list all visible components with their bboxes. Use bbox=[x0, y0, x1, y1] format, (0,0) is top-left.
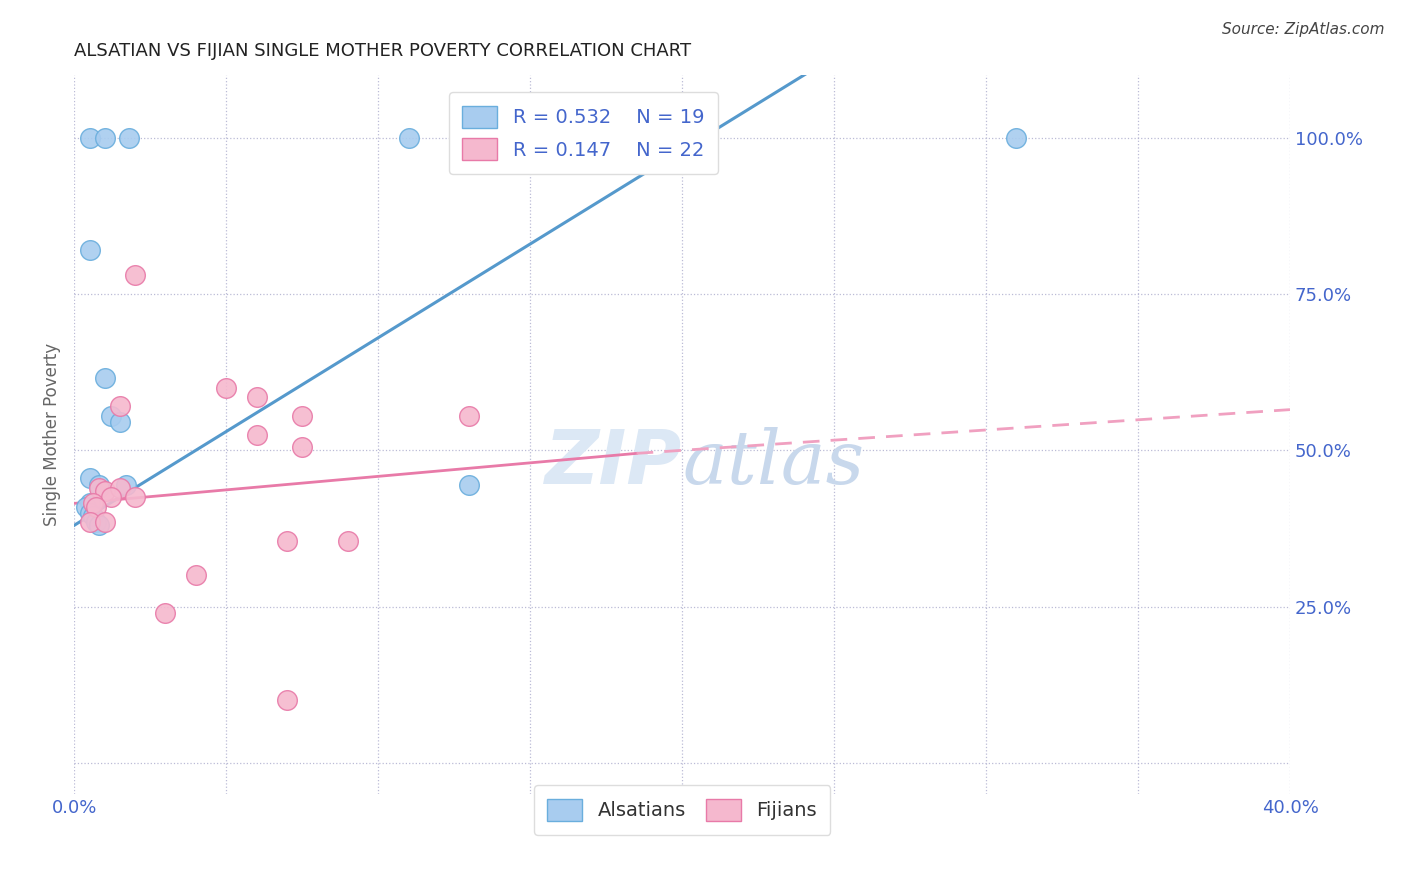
Point bbox=[276, 533, 298, 548]
Point bbox=[458, 477, 481, 491]
Point bbox=[108, 415, 131, 429]
Point bbox=[93, 130, 115, 145]
Point bbox=[336, 533, 359, 548]
Point bbox=[1005, 130, 1028, 145]
Point bbox=[87, 518, 110, 533]
Point bbox=[84, 515, 107, 529]
Point bbox=[458, 409, 481, 423]
Point bbox=[100, 409, 122, 423]
Point bbox=[108, 481, 131, 495]
Point bbox=[155, 606, 177, 620]
Point bbox=[291, 409, 314, 423]
Legend: Alsatians, Fijians: Alsatians, Fijians bbox=[534, 785, 831, 835]
Point bbox=[93, 483, 115, 498]
Point bbox=[79, 496, 101, 510]
Point bbox=[215, 381, 238, 395]
Y-axis label: Single Mother Poverty: Single Mother Poverty bbox=[44, 343, 60, 526]
Point bbox=[82, 508, 104, 523]
Point bbox=[124, 490, 146, 504]
Point bbox=[118, 130, 141, 145]
Text: Source: ZipAtlas.com: Source: ZipAtlas.com bbox=[1222, 22, 1385, 37]
Point bbox=[100, 490, 122, 504]
Point bbox=[246, 390, 269, 404]
Point bbox=[76, 500, 98, 514]
Text: ZIP: ZIP bbox=[546, 427, 682, 500]
Point bbox=[87, 481, 110, 495]
Point bbox=[93, 371, 115, 385]
Point bbox=[108, 400, 131, 414]
Point bbox=[79, 130, 101, 145]
Point bbox=[276, 693, 298, 707]
Point bbox=[87, 477, 110, 491]
Point bbox=[291, 440, 314, 454]
Text: ALSATIAN VS FIJIAN SINGLE MOTHER POVERTY CORRELATION CHART: ALSATIAN VS FIJIAN SINGLE MOTHER POVERTY… bbox=[75, 42, 692, 60]
Point bbox=[79, 471, 101, 485]
Point bbox=[84, 500, 107, 514]
Point bbox=[82, 496, 104, 510]
Point bbox=[79, 244, 101, 258]
Point bbox=[184, 568, 207, 582]
Point bbox=[79, 515, 101, 529]
Point bbox=[93, 515, 115, 529]
Point bbox=[79, 506, 101, 520]
Point bbox=[398, 130, 420, 145]
Point bbox=[246, 427, 269, 442]
Point bbox=[124, 268, 146, 283]
Point bbox=[115, 477, 138, 491]
Text: atlas: atlas bbox=[682, 427, 865, 500]
